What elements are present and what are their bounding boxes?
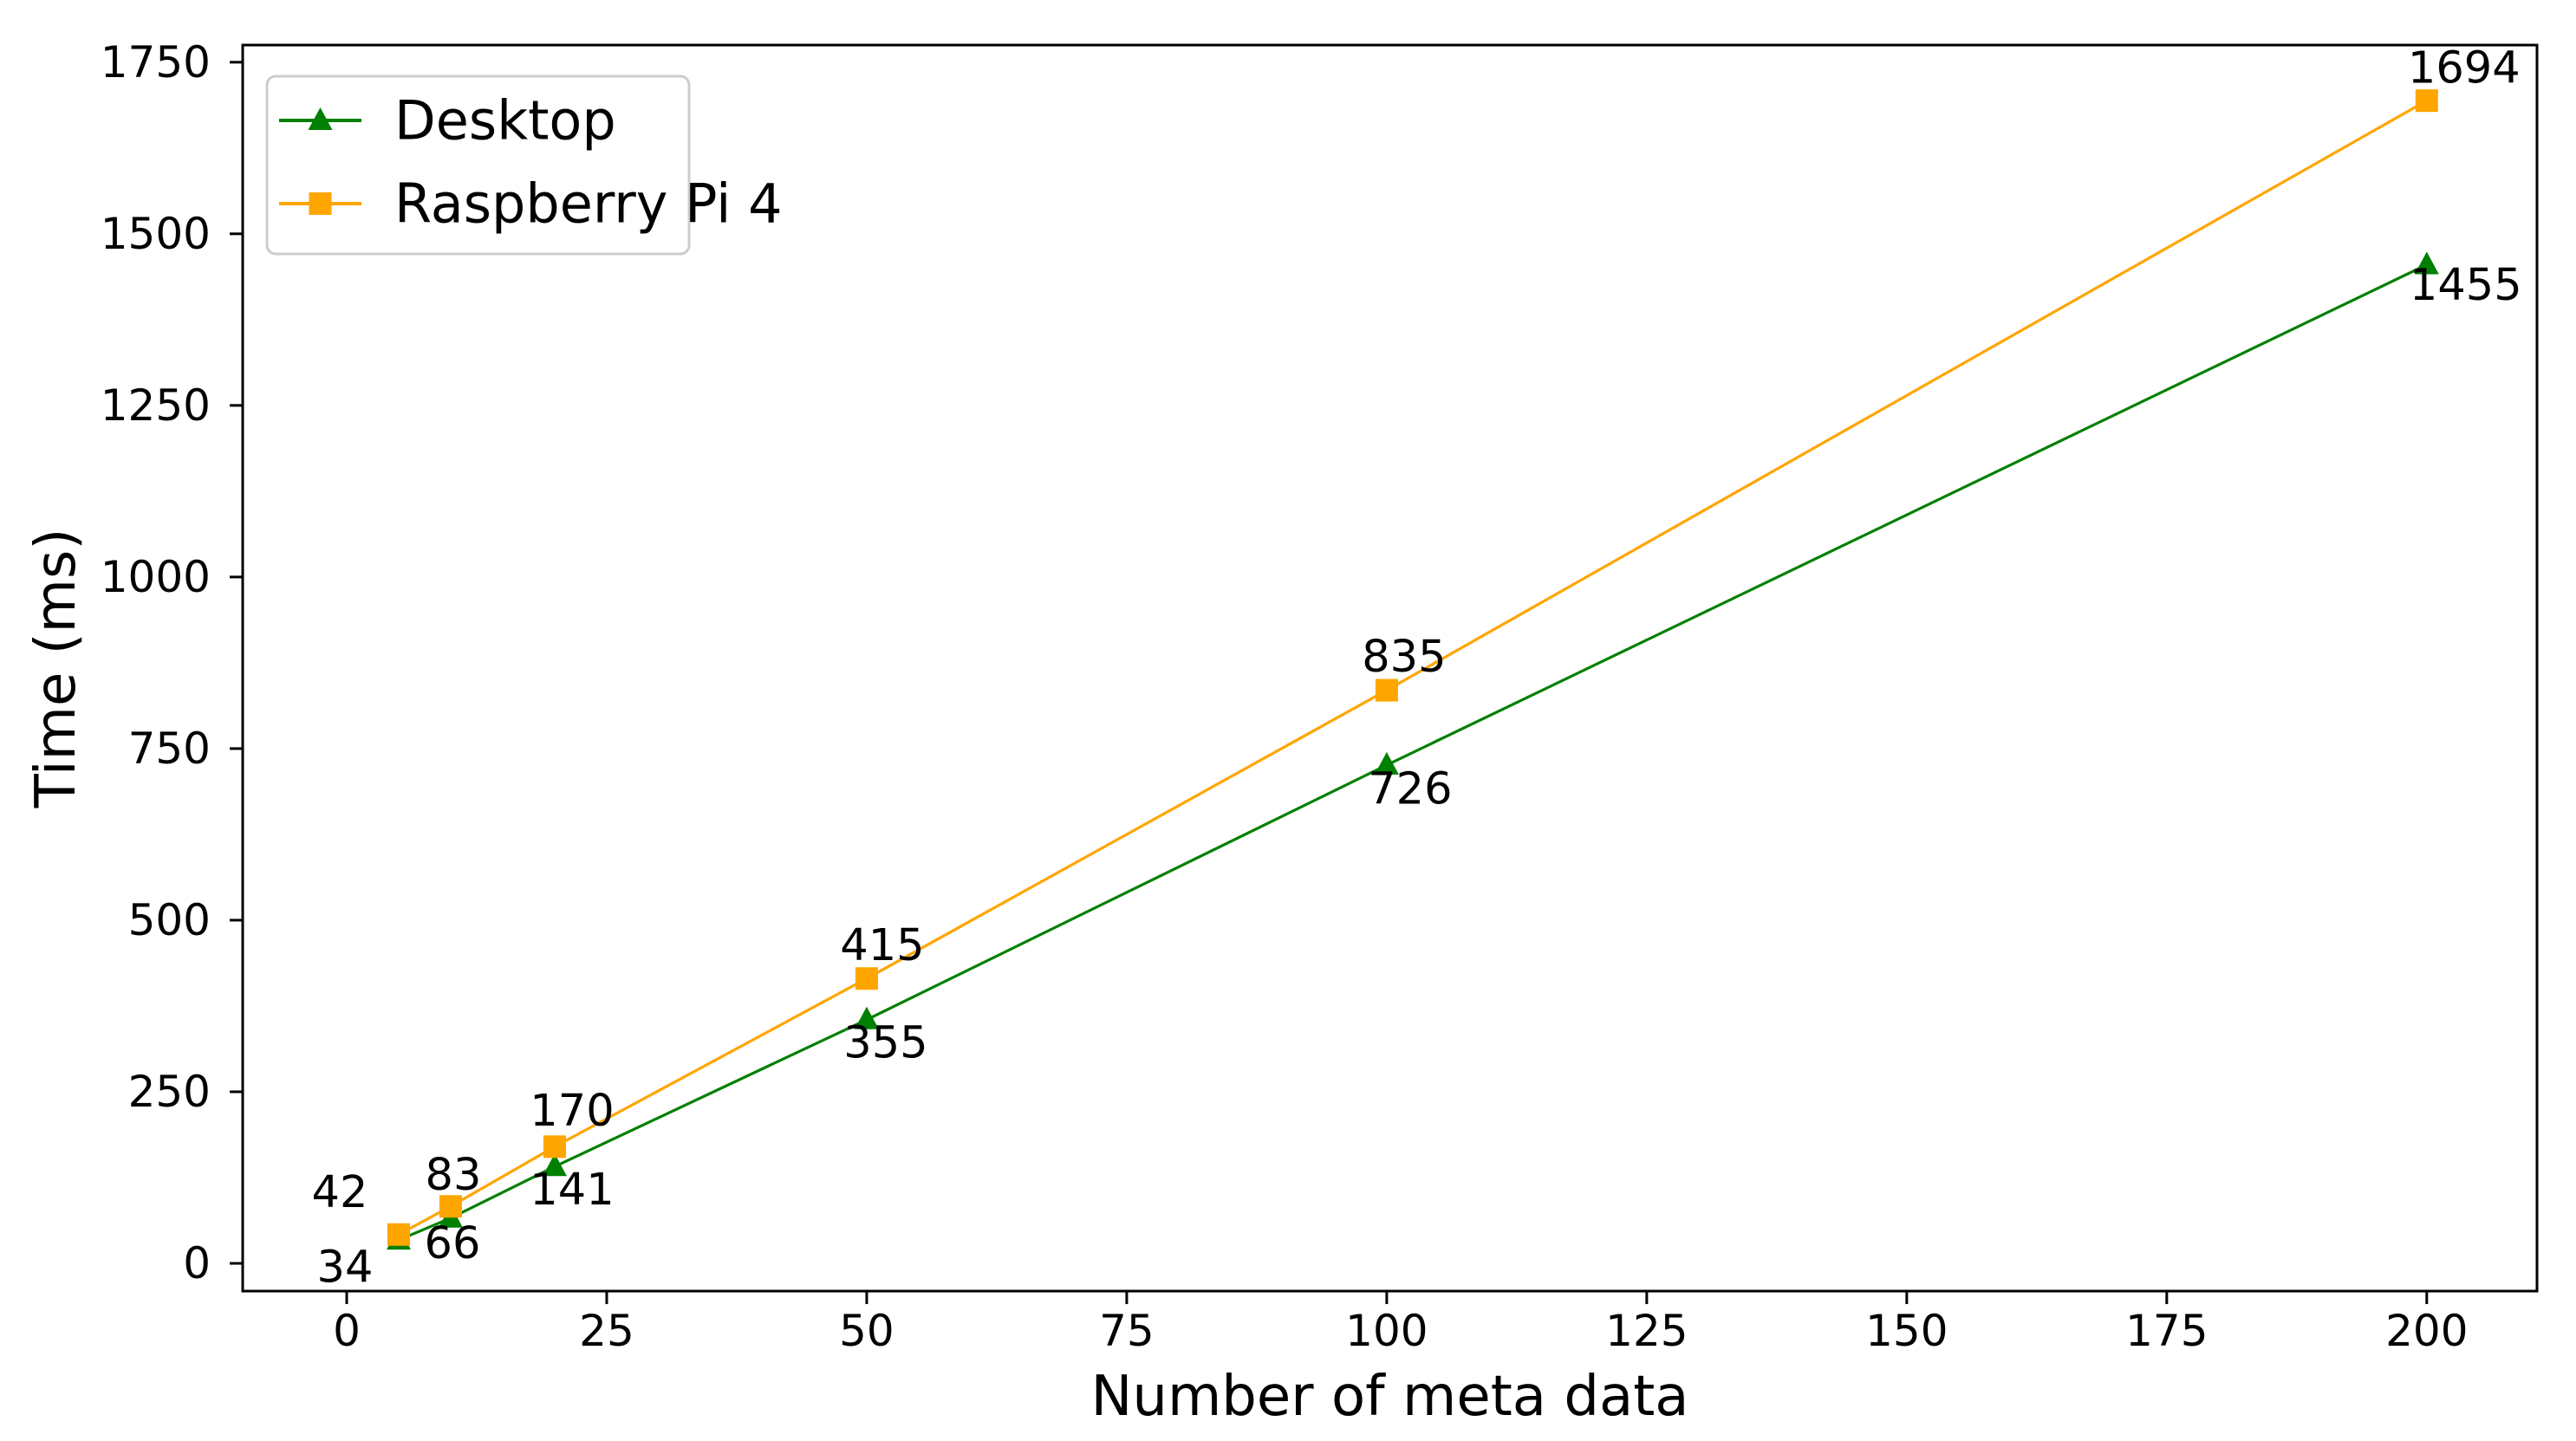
y-axis-tick-label: 250 [128, 1067, 211, 1117]
y-axis-tick-label: 1000 [101, 552, 211, 602]
data-label-raspberry-pi-4: 42 [312, 1167, 368, 1218]
legend-entry-raspberry-pi-4: Raspberry Pi 4 [279, 172, 783, 236]
legend-square-marker [309, 192, 332, 215]
x-axis-tick-label: 175 [2125, 1306, 2208, 1356]
data-label-desktop: 355 [843, 1017, 927, 1068]
legend: Desktop Raspberry Pi 4 [265, 75, 783, 256]
series-raspberry-pi-4: 42 83 170 415 835 1694 [312, 43, 2521, 1246]
data-label-raspberry-pi-4: 170 [530, 1086, 614, 1137]
series-desktop: 34 66 141 355 726 1455 [317, 251, 2522, 1294]
marker-desktop [2414, 251, 2439, 275]
data-label-desktop: 1455 [2410, 260, 2522, 311]
marker-raspberry-pi-4 [2415, 89, 2438, 113]
marker-desktop [1374, 751, 1399, 775]
legend-triangle-marker [308, 107, 333, 130]
x-axis-tick-label: 125 [1605, 1306, 1688, 1356]
legend-label: Desktop [394, 89, 616, 153]
x-axis-tick-label: 100 [1345, 1306, 1428, 1356]
y-axis-tick-label: 750 [128, 724, 211, 774]
data-label-raspberry-pi-4: 415 [840, 920, 924, 971]
marker-raspberry-pi-4 [543, 1135, 566, 1159]
data-label-desktop: 726 [1368, 763, 1452, 815]
marker-raspberry-pi-4 [1375, 678, 1398, 702]
legend-entry-desktop: Desktop [279, 89, 616, 153]
y-axis-tick-label: 1500 [101, 209, 211, 259]
y-axis-tick-label: 1750 [101, 37, 211, 88]
marker-desktop [542, 1153, 567, 1177]
marker-raspberry-pi-4 [855, 967, 878, 990]
marker-desktop [854, 1006, 879, 1029]
legend-label: Raspberry Pi 4 [394, 172, 783, 236]
x-axis-tick-label: 50 [839, 1306, 894, 1356]
data-label-desktop: 34 [317, 1243, 374, 1294]
data-label-desktop: 141 [530, 1165, 614, 1216]
legend-box [265, 75, 691, 256]
x-axis-title: Number of meta data [1091, 1365, 1689, 1429]
y-axis-tick-label: 500 [128, 895, 211, 945]
x-axis-tick-label: 200 [2385, 1306, 2468, 1356]
x-axis-tick-label: 0 [333, 1306, 361, 1356]
data-label-desktop: 66 [425, 1218, 481, 1269]
y-axis-tick-label: 0 [183, 1238, 211, 1288]
plot-frame [241, 43, 2539, 1293]
x-axis-tick-label: 150 [1865, 1306, 1948, 1356]
y-axis-title: Time (ms) [24, 529, 88, 809]
data-label-raspberry-pi-4: 1694 [2408, 43, 2521, 94]
data-label-raspberry-pi-4: 83 [426, 1150, 482, 1201]
marker-raspberry-pi-4 [387, 1223, 410, 1246]
data-label-raspberry-pi-4: 835 [1362, 632, 1446, 683]
series-line-desktop [398, 263, 2428, 1242]
marker-raspberry-pi-4 [439, 1195, 462, 1218]
x-axis-tick-label: 25 [579, 1306, 634, 1356]
y-axis-tick-label: 1250 [101, 380, 211, 431]
x-axis-tick-label: 75 [1099, 1306, 1155, 1356]
